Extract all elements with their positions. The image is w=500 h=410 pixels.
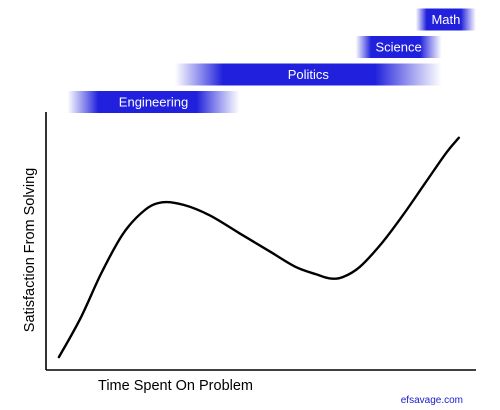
- site-credit: efsavage.com: [401, 395, 463, 406]
- band-science: Science: [355, 36, 442, 58]
- band-label: Politics: [288, 67, 330, 82]
- satisfaction-curve: [57, 136, 460, 359]
- y-axis-title: Satisfaction From Solving: [22, 168, 38, 332]
- band-politics: Politics: [175, 63, 442, 86]
- x-axis-title: Time Spent On Problem: [98, 378, 253, 394]
- band-label: Science: [375, 40, 421, 55]
- band-label: Math: [431, 12, 460, 27]
- band-bar: [355, 36, 442, 58]
- band-engineering: Engineering: [67, 91, 240, 113]
- band-bar: [67, 91, 240, 113]
- band-bar: [415, 8, 476, 31]
- band-label: Engineering: [119, 95, 188, 110]
- band-math: Math: [415, 8, 476, 31]
- band-bar: [175, 63, 442, 86]
- topic-bands: Engineering Politics Science Math: [67, 8, 476, 113]
